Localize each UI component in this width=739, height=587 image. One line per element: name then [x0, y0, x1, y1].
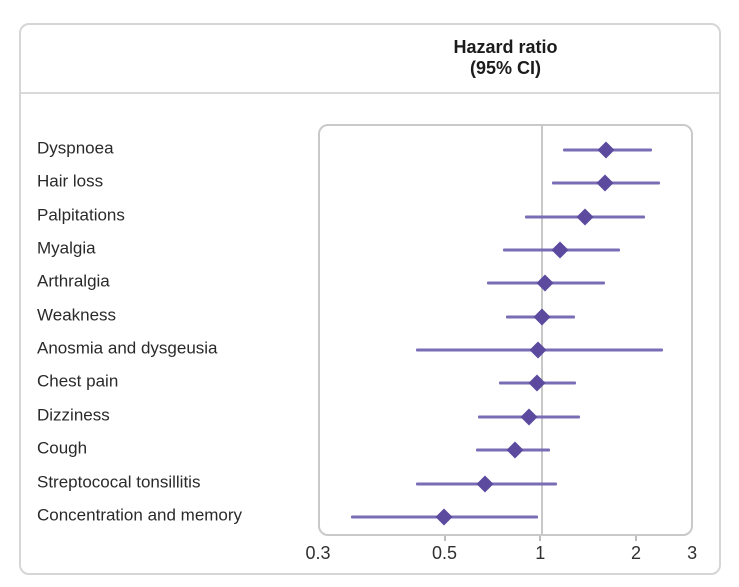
row-label: Streptococal tonsillitis	[37, 472, 201, 491]
x-tick-mark	[443, 536, 446, 541]
row-label: Dyspnoea	[37, 138, 114, 158]
hr-diamond-marker	[596, 174, 614, 192]
x-tick-label: 3	[687, 543, 698, 563]
x-tick-mark	[539, 536, 542, 541]
hr-diamond-marker	[551, 241, 569, 259]
plot-area	[318, 124, 693, 536]
x-tick-label: 0.3	[305, 543, 331, 563]
hr-diamond-marker	[506, 441, 524, 459]
row-label: Hair loss	[37, 171, 104, 191]
row-label: Anosmia and dysgeusia	[37, 338, 218, 358]
reference-line	[541, 126, 544, 534]
row-label: Palpitations	[37, 205, 125, 225]
figure-panel: Hazard ratio (95% CI) Dyspnoea Hair loss P…	[19, 23, 721, 575]
row-label: Myalgia	[37, 238, 96, 258]
chart-title-line1: Hazard ratio	[453, 37, 558, 57]
row-label: Weakness	[37, 305, 117, 325]
hr-diamond-marker	[533, 308, 551, 326]
chart-title-line2: (95% CI)	[469, 58, 541, 78]
hr-diamond-marker	[476, 475, 494, 492]
x-tick-label: 2	[631, 543, 642, 563]
hr-diamond-marker	[576, 208, 594, 226]
chart-title: Hazard ratio (95% CI)	[318, 37, 693, 79]
hr-diamond-marker	[435, 508, 453, 526]
row-label: Arthralgia	[37, 271, 110, 291]
header-divider	[21, 92, 719, 94]
row-label: Dizziness	[37, 405, 110, 425]
row-label: Chest pain	[37, 371, 119, 391]
row-label: Concentration and memory	[37, 505, 243, 525]
hr-diamond-marker	[520, 408, 538, 426]
row-label: Cough	[37, 438, 88, 458]
hr-diamond-marker	[529, 341, 547, 359]
hr-diamond-marker	[597, 141, 615, 159]
x-tick-label: 0.5	[432, 543, 458, 563]
hr-diamond-marker	[536, 274, 554, 292]
x-tick-label: 1	[535, 543, 546, 563]
x-tick-mark	[635, 536, 638, 541]
